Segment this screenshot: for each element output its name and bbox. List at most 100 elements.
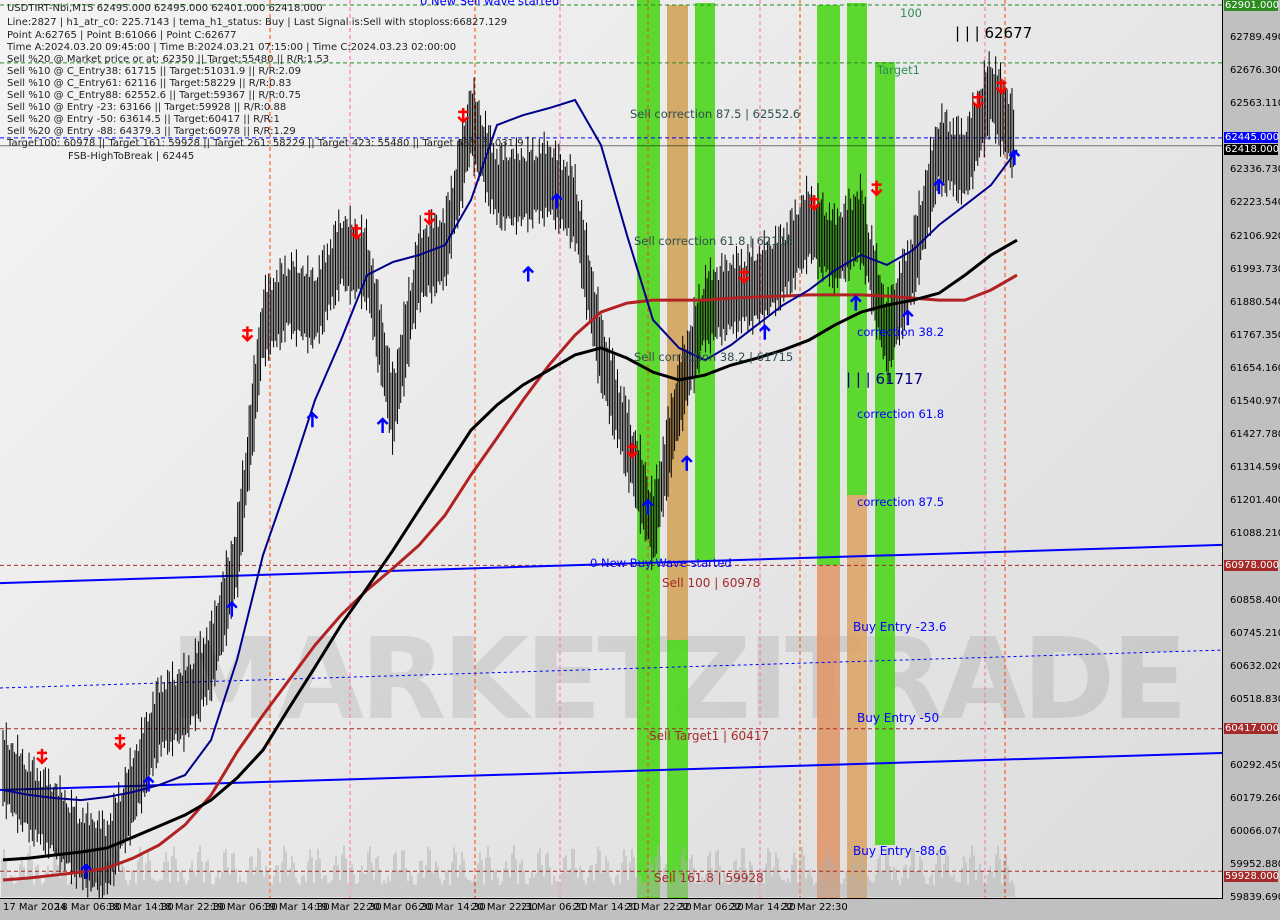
correction-618-label: correction 61.8 [857, 407, 945, 421]
time-tick-label: 18 Mar 06:30 [55, 902, 122, 913]
price-tick-label: 62223.540 [1230, 196, 1280, 208]
price-tick-label: 62106.920 [1230, 230, 1280, 242]
ma-mid-line [2, 238, 1018, 862]
sell-100-label: Sell 100 | 60978 [662, 576, 761, 590]
sell-1618-label: Sell 161.8 | 59928 [654, 871, 764, 885]
new-sell-wave-label: 0 New Sell wave started [420, 0, 560, 8]
price-tick-label: 61540.970 [1230, 395, 1280, 407]
buy-arrow-icon [80, 863, 93, 879]
time-tick-label: 21 Mar 22:30 [625, 902, 692, 913]
trend-line [0, 543, 1222, 585]
price-tick-label: 61427.780 [1230, 428, 1280, 440]
info-line: Target100: 60978 || Target 161: 59928 ||… [7, 138, 524, 149]
price-level-badge: 62418.000 [1224, 144, 1280, 156]
signal-band [695, 3, 715, 560]
sell-arrow-icon [114, 734, 126, 751]
price-tick-label: 61654.160 [1230, 362, 1280, 374]
info-line: Sell %10 @ C_Entry38: 61715 || Target:51… [7, 66, 301, 77]
signal-band [667, 5, 688, 640]
sell-arrow-icon [972, 93, 984, 110]
price-tick-label: 60518.830 [1230, 693, 1280, 705]
info-line: USDTIRT-Nbi,M15 62495.000 62495.000 6240… [7, 3, 323, 14]
info-line: Sell %20 @ Entry -88: 64379.3 || Target:… [7, 126, 296, 137]
buy-arrow-icon [1008, 149, 1021, 165]
time-tick-label: 22 Mar 06:30 [677, 902, 744, 913]
time-tick-label: 20 Mar 22:30 [471, 902, 538, 913]
sell-arrow-icon [423, 209, 436, 226]
time-tick-label: 20 Mar 14:30 [419, 902, 486, 913]
price-tick-label: 60292.450 [1230, 759, 1280, 771]
sell-arrow-icon [738, 268, 750, 284]
sell-arrow-icon [808, 195, 821, 212]
price-tick-label: 60066.070 [1230, 825, 1280, 837]
price-level-badge: 62445.000 [1224, 132, 1280, 144]
signal-band [875, 62, 895, 845]
buy-arrow-icon [680, 455, 693, 471]
sell-correction-875: Sell correction 87.5 | 62552.6 [630, 107, 801, 121]
buy-arrow-icon [849, 294, 862, 311]
point-b-label: | | | 61717 [846, 370, 924, 388]
sell-arrow-icon [36, 748, 48, 765]
time-tick-label: 19 Mar 14:30 [263, 902, 330, 913]
time-tick-label: 21 Mar 14:30 [573, 902, 640, 913]
signal-band [817, 565, 840, 898]
price-tick-label: 62676.300 [1230, 64, 1280, 76]
target1-label: Target1 [877, 63, 920, 77]
sell-arrow-icon [995, 78, 1008, 95]
price-tick-label: 60745.210 [1230, 627, 1280, 639]
info-line: Sell %10 @ Entry -23: 63166 || Target:59… [7, 102, 287, 113]
time-tick-label: 19 Mar 06:30 [211, 902, 278, 913]
time-tick-label: 19 Mar 22:30 [315, 902, 382, 913]
sell-arrow-icon [241, 326, 254, 343]
new-buy-wave-label: 0 New Buy Wave started [590, 556, 732, 570]
sell-target1-label: Sell Target1 | 60417 [649, 729, 770, 743]
time-tick-label: 22 Mar 22:30 [781, 902, 848, 913]
time-tick-label: 18 Mar 14:30 [107, 902, 174, 913]
sell-arrow-icon [626, 442, 639, 459]
time-tick-label: 17 Mar 2024 [3, 902, 67, 913]
time-tick-label: 22 Mar 14:30 [729, 902, 796, 913]
ma-fast-line [2, 98, 1018, 802]
price-tick-label: 61993.730 [1230, 263, 1280, 275]
plot-area[interactable]: MARKETZITRADE USDTIRT-Nbi,M15 62495.000 … [0, 0, 1223, 899]
time-tick-label: 18 Mar 22:30 [159, 902, 226, 913]
correction-875-label: correction 87.5 [857, 495, 945, 509]
level-100-label: 100 [900, 6, 922, 20]
signal-band [817, 5, 840, 565]
correction-382-label: correction 38.2 [857, 325, 945, 339]
buy-arrow-icon [306, 411, 319, 428]
info-line: Point A:62765 | Point B:61066 | Point C:… [7, 30, 237, 41]
price-level-badge: 59928.000 [1224, 870, 1280, 882]
sell-arrow-icon [870, 180, 883, 197]
sell-correction-618: Sell correction 61.8 | 62116 [634, 234, 794, 248]
buy-entry-886-label: Buy Entry -88.6 [853, 844, 947, 858]
sell-correction-382: Sell correction 38.2 | 61715 [634, 350, 794, 364]
price-tick-label: 61201.400 [1230, 494, 1280, 506]
info-line: Time A:2024.03.20 09:45:00 | Time B:2024… [7, 42, 457, 53]
buy-arrow-icon [641, 498, 654, 515]
info-line: Sell %20 @ Entry -50: 63614.5 || Target:… [7, 114, 280, 125]
info-line: Sell %20 @ Market price or at: 62350 || … [7, 54, 330, 65]
buy-entry-50-label: Buy Entry -50 [857, 711, 940, 725]
buy-arrow-icon [901, 309, 914, 326]
price-level-badge: 62901.000 [1224, 0, 1280, 11]
price-tick-label: 59952.880 [1230, 858, 1280, 870]
signal-band [847, 495, 867, 898]
price-tick-label: 61880.540 [1230, 296, 1280, 308]
time-tick-label: 20 Mar 06:30 [367, 902, 434, 913]
ma-slow-line [2, 273, 1018, 882]
buy-arrow-icon [225, 600, 238, 617]
price-tick-label: 61088.210 [1230, 527, 1280, 539]
price-level-badge: 60417.000 [1224, 723, 1280, 735]
price-tick-label: 62336.730 [1230, 163, 1280, 175]
info-line: Sell %10 @ C_Entry88: 62552.6 || Target:… [7, 90, 301, 101]
price-tick-label: 62789.490 [1230, 31, 1280, 43]
buy-arrow-icon [522, 265, 535, 282]
price-tick-label: 60179.260 [1230, 792, 1280, 804]
info-line: Line:2827 | h1_atr_c0: 225.7143 | tema_h… [7, 17, 508, 28]
fsb-label: FSB-HighToBreak | 62445 [68, 151, 195, 162]
info-line: Sell %10 @ C_Entry61: 62116 || Target:58… [7, 78, 292, 89]
price-tick-label: 60858.400 [1230, 594, 1280, 606]
buy-arrow-icon [376, 417, 389, 434]
